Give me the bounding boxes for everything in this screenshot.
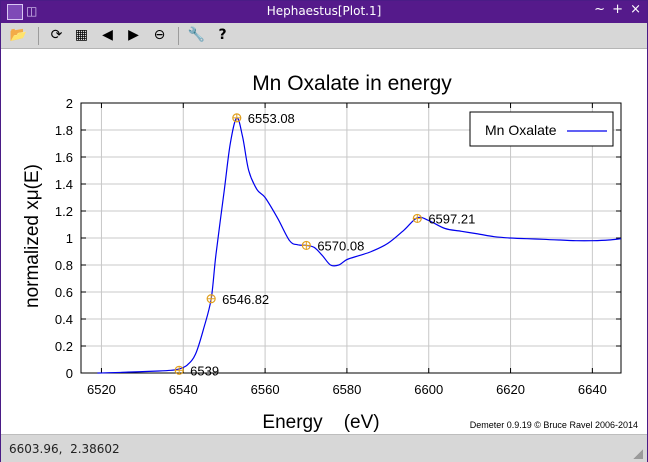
marker-label: 6546.82 [222,292,269,307]
edge-markers: 6539 6546.82 6553.08 6570.08 6597.21 [174,111,475,378]
legend-label: Mn Oxalate [485,122,557,138]
zoom-back-icon[interactable]: ◀ [102,27,113,43]
credit-text: Demeter 0.9.19 © Bruce Ravel 2006-2014 [470,420,638,430]
y-tick-label: 1.2 [55,204,73,219]
minimize-icon[interactable]: ~ [594,2,605,17]
window-menu-icon[interactable] [7,4,23,20]
marker-label: 6539 [190,363,219,378]
toolbar-separator [178,27,179,45]
y-tick-label: 0.4 [55,312,73,327]
y-tick-label: 1.8 [55,123,73,138]
y-tick-label: 0.6 [55,285,73,300]
marker-label: 6570.08 [317,238,364,253]
grid-icon[interactable]: ▦ [74,27,89,43]
y-tick-label: 0.2 [55,339,73,354]
x-tick-label: 6520 [87,382,116,397]
y-tick-label: 2 [66,96,73,111]
chart[interactable]: Mn Oxalate in energy 6520 6540 6560 6580 660… [1,49,647,434]
marker-label: 6553.08 [248,111,295,126]
x-axis-label: Energy (eV) [262,412,379,433]
zoom-next-icon[interactable]: ▶ [128,27,139,43]
x-tick-label: 6640 [578,382,607,397]
y-tick-label: 1.4 [55,177,73,192]
x-tick-label: 6620 [496,382,525,397]
y-tick-label: 0.8 [55,258,73,273]
series-line-mn-oxalate [97,117,622,374]
refresh-icon[interactable]: ⟳ [50,27,63,43]
x-tick-label: 6540 [169,382,198,397]
toolbar: 📂 ⟳ ▦ ◀ ▶ ⊖ 🔧 ? [1,23,647,49]
chart-title: Mn Oxalate in energy [252,72,452,95]
shade-icon[interactable]: ◫ [26,4,38,18]
status-bar: 6603.96, 2.38602 [1,434,647,462]
y-tick-label: 1 [66,231,73,246]
help-icon[interactable]: ? [218,27,227,43]
legend: Mn Oxalate [469,111,614,147]
x-tick-label: 6600 [414,382,443,397]
maximize-icon[interactable]: + [612,2,623,17]
tools-icon[interactable]: 🔧 [187,27,206,43]
marker-label: 6597.21 [428,211,475,226]
x-tick-label: 6560 [251,382,280,397]
y-tick-label: 0 [66,366,73,381]
x-axis: 6520 6540 6560 6580 6600 6620 6640 [87,103,607,397]
x-tick-label: 6580 [332,382,361,397]
resize-grip[interactable] [631,447,643,459]
window-title: Hephaestus[Plot.1] [266,4,382,18]
zoom-out-icon[interactable]: ⊖ [153,27,166,43]
cursor-coordinates: 6603.96, 2.38602 [9,442,120,456]
plot-canvas[interactable]: Mn Oxalate in energy 6520 6540 6560 6580 660… [1,49,647,434]
close-icon[interactable]: × [630,2,641,17]
y-axis-label: normalized xμ(E) [22,164,43,308]
title-bar[interactable]: ◫ Hephaestus[Plot.1] ~ + × [1,1,647,23]
open-icon[interactable]: 📂 [9,27,28,43]
toolbar-separator [38,27,39,45]
legend-box [469,111,614,147]
y-tick-label: 1.6 [55,150,73,165]
y-axis: 0 0.2 0.4 0.6 0.8 1 1.2 1.4 1.6 1.8 2 [55,96,621,381]
